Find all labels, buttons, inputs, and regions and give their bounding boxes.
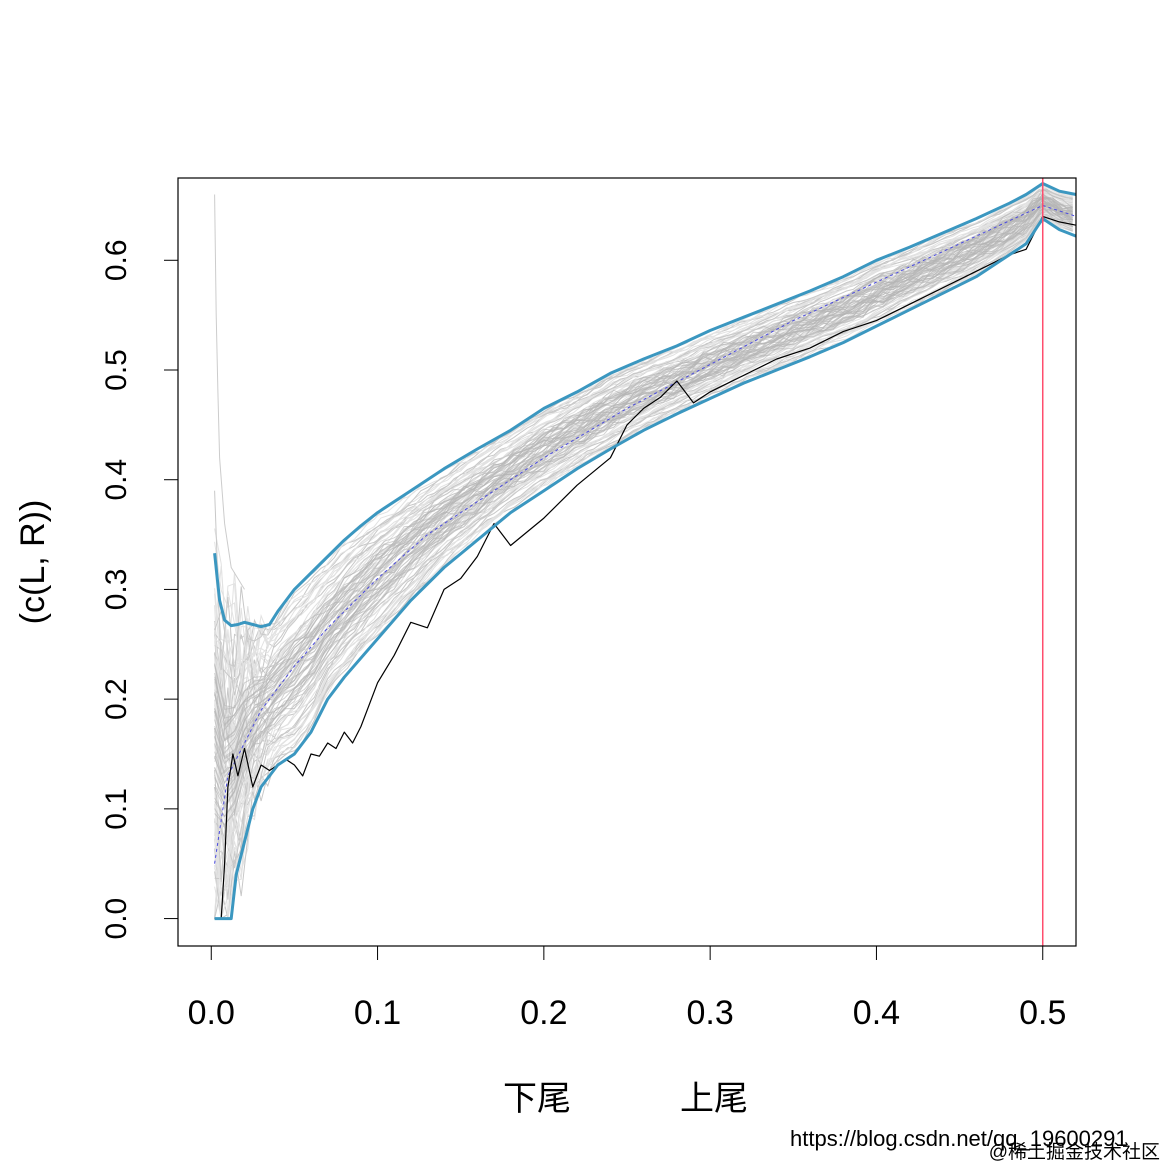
- mean-line: [214, 204, 1077, 864]
- y-tick-label: 0.6: [100, 239, 133, 281]
- simulated-curve: [214, 194, 245, 590]
- simulated-curve: [214, 206, 1074, 806]
- y-tick-label: 0.1: [100, 788, 133, 830]
- simulated-curve: [214, 193, 1073, 712]
- simulated-curve: [214, 196, 1073, 759]
- y-axis: 0.0 0.1 0.2 0.3 0.4 0.5 0.6: [100, 239, 179, 940]
- y-axis-title: (c(L, R)): [14, 500, 52, 625]
- x-axis: 0.0 0.1 0.2 0.3 0.4 0.5: [188, 945, 1066, 1032]
- simulated-curve: [214, 184, 1073, 668]
- simulated-curve: [214, 202, 1074, 808]
- watermark: @稀土掘金技术社区: [989, 1141, 1160, 1163]
- series-layer: [213, 182, 1077, 921]
- y-tick-label: 0.5: [100, 349, 133, 391]
- watermark-faint: https://blog.csdn.net/qq_19600291: [790, 1126, 1128, 1151]
- x-tick-label: 0.1: [354, 994, 401, 1032]
- simulated-curve: [214, 185, 1073, 690]
- simulated-curve: [214, 216, 1073, 920]
- y-tick-label: 0.4: [100, 459, 133, 501]
- simulated-curve: [214, 204, 1073, 791]
- observed-line: [214, 215, 1077, 920]
- upper-envelope-line: [213, 182, 1077, 629]
- lower-envelope-line: [214, 217, 1077, 921]
- y-tick-label: 0.3: [100, 569, 133, 611]
- simulated-curve: [214, 212, 1073, 886]
- x-tick-label: 0.2: [520, 994, 567, 1032]
- y-tick-label: 0.0: [100, 898, 133, 940]
- simulation-band: [214, 184, 1074, 920]
- x-tick-label: 0.5: [1019, 994, 1066, 1032]
- simulated-curve: [214, 204, 1073, 784]
- simulated-curve: [214, 188, 1073, 729]
- simulated-curve: [214, 213, 1073, 886]
- x-tick-label: 0.4: [853, 994, 900, 1032]
- x-tick-label: 0.0: [188, 994, 235, 1032]
- x-axis-title-upper: 上尾: [680, 1080, 748, 1118]
- x-axis-title-lower: 下尾: [503, 1080, 571, 1118]
- y-tick-label: 0.2: [100, 678, 133, 720]
- x-tick-label: 0.3: [687, 994, 734, 1032]
